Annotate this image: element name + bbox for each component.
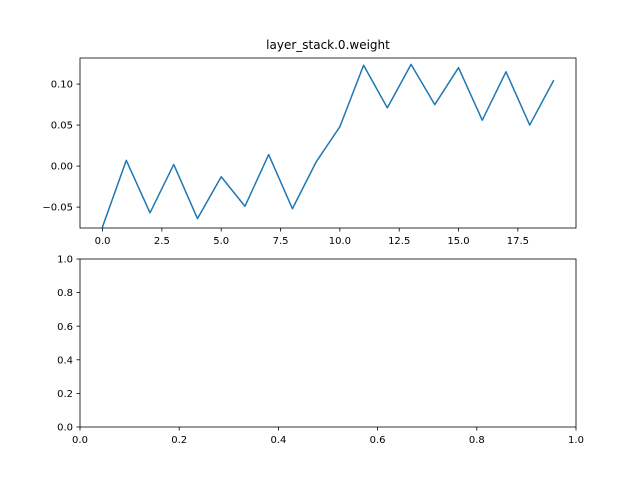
top-x-tick-label: 2.5 <box>154 236 170 247</box>
top-x-tick-label: 0.0 <box>95 236 111 247</box>
top-axes-frame <box>79 57 577 229</box>
top-x-tick-label: 10.0 <box>329 236 351 247</box>
top-x-tick-label: 7.5 <box>273 236 289 247</box>
bottom-x-tick-label: 0.2 <box>171 435 187 446</box>
bottom-y-tick-label: 1.0 <box>57 255 73 266</box>
top-x-tick-label: 15.0 <box>447 236 469 247</box>
bottom-y-tick-label: 0.0 <box>57 423 73 434</box>
bottom-axes: 0.0 0.2 0.4 0.6 0.8 1.0 0.0 0.2 0.4 0.6 0.8 1.0 <box>57 255 584 446</box>
top-x-tick-label: 12.5 <box>388 236 410 247</box>
top-y-tick-label: 0.00 <box>51 162 73 173</box>
bottom-x-tick-label: 0.0 <box>72 435 88 446</box>
top-y-tick-label: 0.05 <box>51 121 73 132</box>
bottom-x-tick-label: 1.0 <box>568 435 584 446</box>
top-axes: layer_stack.0.weight 0.0 2.5 5.0 7.5 10.0 12.… <box>42 38 577 247</box>
top-series-line-0 <box>101 63 555 228</box>
top-y-tick-label: 0.10 <box>51 80 73 91</box>
top-chart-title: layer_stack.0.weight <box>266 38 390 52</box>
bottom-y-tick-label: 0.8 <box>57 288 73 299</box>
bottom-y-tick-label: 0.4 <box>57 355 73 366</box>
top-x-tick-label: 17.5 <box>507 236 529 247</box>
bottom-y-tick-label: 0.2 <box>57 389 73 400</box>
top-y-tick-label: −0.05 <box>42 203 73 214</box>
bottom-x-tick-label: 0.8 <box>469 435 485 446</box>
bottom-x-tick-label: 0.4 <box>270 435 286 446</box>
bottom-x-tick-label: 0.6 <box>370 435 386 446</box>
top-x-tick-label: 5.0 <box>213 236 229 247</box>
bottom-y-tick-label: 0.6 <box>57 322 73 333</box>
bottom-axes-frame <box>79 258 577 428</box>
